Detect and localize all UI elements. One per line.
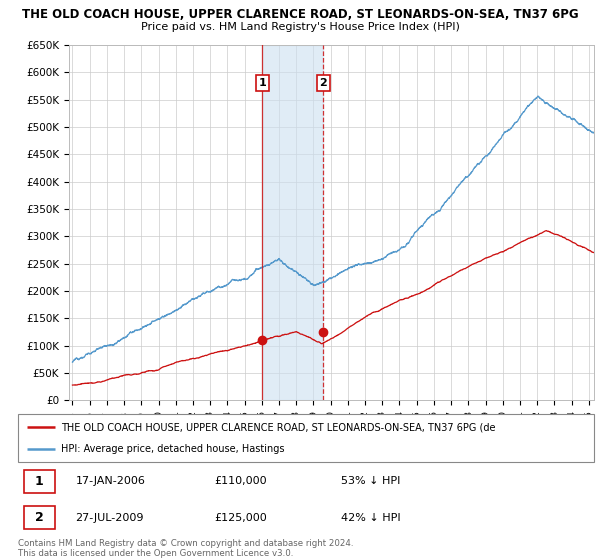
Text: £110,000: £110,000 [214, 476, 266, 486]
Text: Price paid vs. HM Land Registry's House Price Index (HPI): Price paid vs. HM Land Registry's House … [140, 22, 460, 32]
Text: 53% ↓ HPI: 53% ↓ HPI [341, 476, 400, 486]
Text: £125,000: £125,000 [214, 512, 266, 522]
Text: 42% ↓ HPI: 42% ↓ HPI [341, 512, 400, 522]
FancyBboxPatch shape [24, 470, 55, 493]
Text: THE OLD COACH HOUSE, UPPER CLARENCE ROAD, ST LEONARDS-ON-SEA, TN37 6PG (de: THE OLD COACH HOUSE, UPPER CLARENCE ROAD… [61, 422, 496, 432]
Text: 2: 2 [35, 511, 44, 524]
Text: 2: 2 [319, 78, 327, 88]
Text: HPI: Average price, detached house, Hastings: HPI: Average price, detached house, Hast… [61, 444, 285, 454]
Text: THE OLD COACH HOUSE, UPPER CLARENCE ROAD, ST LEONARDS-ON-SEA, TN37 6PG: THE OLD COACH HOUSE, UPPER CLARENCE ROAD… [22, 8, 578, 21]
Text: 17-JAN-2006: 17-JAN-2006 [76, 476, 145, 486]
FancyBboxPatch shape [18, 414, 594, 462]
Bar [262, 45, 323, 400]
Text: 1: 1 [35, 475, 44, 488]
Text: Contains HM Land Registry data © Crown copyright and database right 2024.
This d: Contains HM Land Registry data © Crown c… [18, 539, 353, 558]
Text: 27-JUL-2009: 27-JUL-2009 [76, 512, 144, 522]
FancyBboxPatch shape [24, 506, 55, 529]
Text: 1: 1 [259, 78, 266, 88]
